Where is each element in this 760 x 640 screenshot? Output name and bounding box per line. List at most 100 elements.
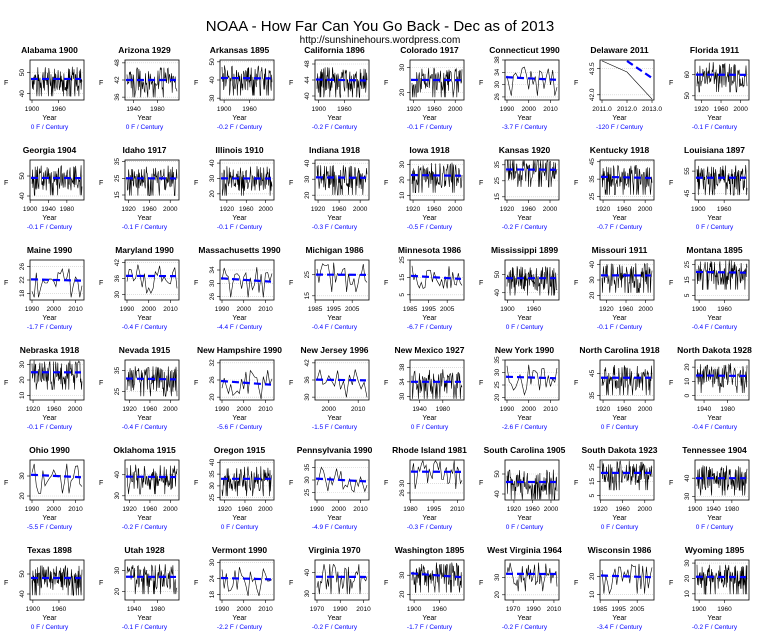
- trend-label: -5.6 F / Century: [192, 424, 287, 431]
- trend-label: -0.2 F / Century: [287, 124, 382, 131]
- svg-text:1960: 1960: [238, 506, 253, 513]
- svg-text:40: 40: [114, 471, 121, 479]
- x-axis-label: Year: [382, 515, 477, 522]
- trend-label: 0 F / Century: [97, 124, 192, 131]
- svg-text:2010: 2010: [351, 406, 366, 413]
- svg-text:1920: 1920: [599, 306, 614, 313]
- trend-label: -0.3 F / Century: [382, 524, 477, 531]
- svg-text:44: 44: [304, 76, 311, 84]
- x-axis-label: Year: [572, 415, 667, 422]
- svg-text:2000: 2000: [638, 406, 653, 413]
- x-axis-label: Year: [667, 415, 760, 422]
- svg-text:30: 30: [304, 476, 311, 484]
- svg-text:1900: 1900: [23, 206, 38, 213]
- svg-text:1920: 1920: [406, 106, 421, 113]
- svg-text:2000: 2000: [543, 206, 558, 213]
- svg-text:1960: 1960: [717, 206, 732, 213]
- svg-text:1980: 1980: [60, 206, 75, 213]
- svg-text:40: 40: [209, 159, 216, 167]
- svg-text:25: 25: [494, 381, 501, 389]
- trend-label: 0 F / Century: [2, 124, 97, 131]
- x-axis-label: Year: [477, 115, 572, 122]
- svg-text:15: 15: [304, 292, 311, 300]
- svg-text:25: 25: [304, 271, 311, 279]
- svg-text:15: 15: [684, 276, 691, 284]
- svg-text:25: 25: [589, 463, 596, 471]
- svg-text:1960: 1960: [143, 406, 158, 413]
- svg-text:30: 30: [399, 392, 406, 400]
- svg-text:30: 30: [114, 291, 121, 299]
- svg-text:1900: 1900: [692, 306, 707, 313]
- svg-text:1990: 1990: [526, 606, 541, 613]
- x-axis-label: Year: [97, 315, 192, 322]
- svg-text:30: 30: [684, 559, 691, 567]
- svg-text:15: 15: [494, 193, 501, 201]
- svg-text:1980: 1980: [150, 106, 165, 113]
- svg-text:1990: 1990: [25, 306, 40, 313]
- svg-text:24: 24: [209, 575, 216, 583]
- svg-text:40: 40: [19, 90, 26, 98]
- svg-text:1900: 1900: [692, 606, 707, 613]
- svg-text:30: 30: [114, 567, 121, 575]
- trend-label: -0.4 F / Century: [667, 424, 760, 431]
- svg-text:2000: 2000: [448, 106, 463, 113]
- x-axis-label: Year: [572, 315, 667, 322]
- svg-text:40: 40: [589, 261, 596, 269]
- svg-text:2010: 2010: [258, 606, 273, 613]
- x-axis-label: Year: [477, 215, 572, 222]
- svg-text:20: 20: [19, 376, 26, 384]
- svg-text:1900: 1900: [407, 606, 422, 613]
- svg-text:2005: 2005: [630, 606, 645, 613]
- x-axis-label: Year: [287, 415, 382, 422]
- svg-text:1960: 1960: [427, 106, 442, 113]
- x-axis-label: Year: [572, 215, 667, 222]
- svg-text:10: 10: [19, 391, 26, 399]
- svg-text:1960: 1960: [143, 506, 158, 513]
- svg-text:1970: 1970: [310, 606, 325, 613]
- svg-text:1995: 1995: [427, 506, 442, 513]
- trend-label: 0 F / Century: [192, 524, 287, 531]
- svg-text:1995: 1995: [326, 306, 341, 313]
- svg-text:1900: 1900: [500, 306, 515, 313]
- svg-text:60: 60: [684, 71, 691, 79]
- x-axis-label: Year: [2, 615, 97, 622]
- x-axis-label: Year: [477, 315, 572, 322]
- x-axis-label: Year: [382, 115, 477, 122]
- svg-text:1960: 1960: [242, 106, 257, 113]
- svg-text:20: 20: [399, 176, 406, 184]
- svg-text:35: 35: [114, 367, 121, 375]
- svg-text:2000: 2000: [322, 406, 337, 413]
- svg-text:55: 55: [684, 167, 691, 175]
- svg-text:38: 38: [399, 363, 406, 371]
- svg-text:40: 40: [684, 474, 691, 482]
- svg-text:1960: 1960: [714, 106, 729, 113]
- svg-text:1960: 1960: [52, 606, 67, 613]
- svg-text:1920: 1920: [121, 206, 136, 213]
- svg-text:1920: 1920: [596, 206, 611, 213]
